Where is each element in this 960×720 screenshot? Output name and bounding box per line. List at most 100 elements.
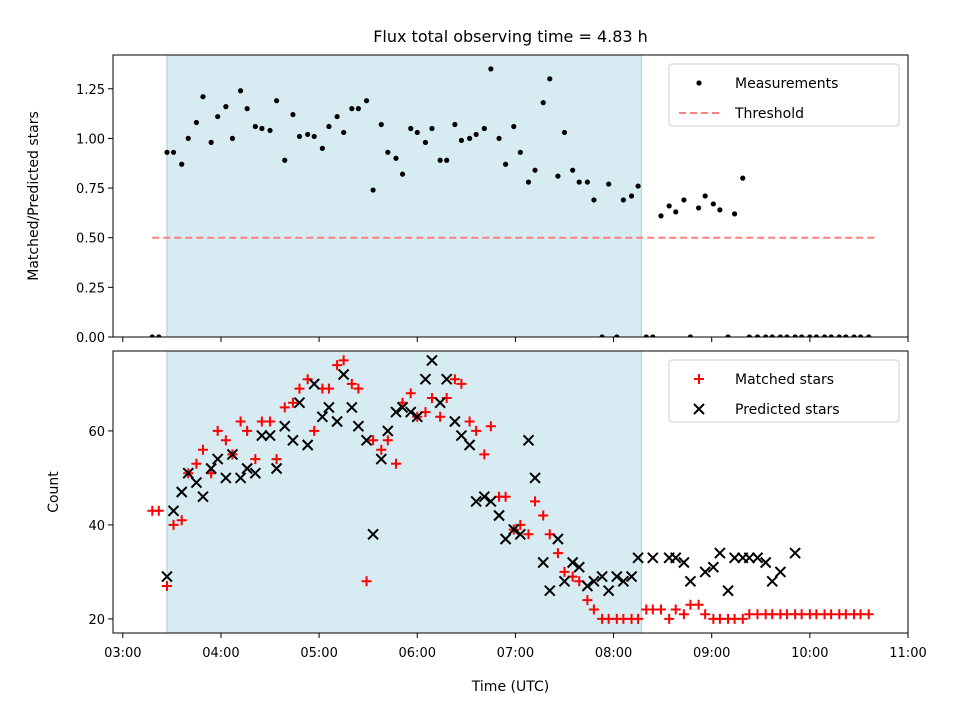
measurement-point	[650, 334, 656, 337]
predicted-point	[632, 552, 644, 564]
predicted-point	[411, 411, 423, 423]
matched-point	[863, 609, 874, 620]
measurement-point	[355, 106, 361, 112]
matched-point	[250, 454, 261, 465]
matched-point	[197, 444, 208, 455]
measurement-point	[517, 149, 523, 155]
y-tick-label: 1.00	[76, 132, 105, 147]
matched-point	[153, 505, 164, 516]
measurement-point	[200, 94, 206, 100]
measurement-point	[164, 149, 170, 155]
measurement-point	[570, 167, 576, 173]
measurement-point	[740, 175, 746, 181]
measurement-point	[393, 155, 399, 161]
measurement-point	[555, 173, 561, 179]
predicted-point	[714, 547, 726, 559]
matched-point	[353, 383, 364, 394]
matched-point	[271, 454, 282, 465]
matched-point	[302, 374, 313, 385]
predicted-point	[581, 580, 594, 592]
predicted-point	[182, 467, 194, 479]
matched-point	[655, 604, 666, 615]
matched-point	[405, 388, 416, 399]
predicted-point	[316, 411, 329, 423]
predicted-point	[759, 556, 772, 569]
measurement-point	[156, 334, 162, 337]
predicted-point	[522, 434, 535, 447]
matched-point	[456, 378, 467, 389]
predicted-point	[544, 584, 556, 597]
measurement-point	[702, 193, 708, 199]
plot-area	[149, 66, 876, 337]
predicted-point	[175, 486, 188, 498]
measurement-point	[223, 104, 229, 110]
measurement-point	[282, 157, 288, 163]
measurement-point	[866, 334, 872, 337]
measurement-point	[149, 334, 155, 337]
predicted-point	[707, 561, 720, 573]
predicted-point	[167, 505, 180, 517]
legend-label: Threshold	[734, 106, 804, 122]
y-tick-label: 0.50	[76, 232, 105, 247]
measurement-point	[576, 179, 582, 185]
measurement-point	[792, 334, 798, 337]
measurement-point	[606, 181, 612, 187]
predicted-point	[205, 462, 217, 475]
measurement-point	[252, 123, 258, 130]
plot-area	[147, 354, 874, 624]
measurement-point	[363, 98, 370, 104]
measurement-point	[807, 334, 813, 337]
measurement-point	[643, 334, 649, 337]
measurement-point	[467, 135, 473, 142]
matched-point	[633, 613, 644, 624]
y-axis-label: Matched/Predicted stars	[26, 111, 42, 281]
predicted-point	[485, 495, 497, 508]
matched-point	[368, 435, 379, 446]
chart-title: Flux total observing time = 4.83 h	[373, 27, 648, 46]
observing-span	[166, 350, 642, 634]
matched-point	[265, 416, 276, 427]
y-tick-label: 40	[88, 519, 105, 534]
matched-point	[670, 604, 681, 615]
predicted-point	[529, 472, 541, 484]
matched-point	[242, 425, 253, 436]
measurement-point	[273, 98, 280, 104]
predicted-point	[602, 584, 615, 597]
legend-label: Matched stars	[735, 372, 834, 388]
predicted-point	[455, 429, 468, 442]
matched-point	[212, 425, 223, 436]
series-predicted-stars	[161, 354, 801, 597]
matched-point	[700, 609, 711, 620]
predicted-point	[552, 533, 564, 545]
measurement-point	[857, 334, 864, 337]
measurement-point	[843, 334, 849, 337]
y-tick-label: 60	[88, 425, 105, 440]
matched-point	[390, 458, 401, 469]
matched-point	[449, 374, 460, 385]
measurement-point	[614, 334, 620, 337]
axes-frame	[112, 54, 909, 338]
measurement-point	[334, 113, 340, 120]
matched-point	[323, 383, 334, 394]
predicted-point	[331, 415, 343, 428]
measurement-point	[717, 207, 723, 213]
predicted-point	[367, 528, 379, 541]
predicted-point	[699, 566, 711, 578]
matched-point	[294, 383, 305, 394]
x-axis-label: Time (UTC)	[471, 679, 549, 695]
x-tick-label: 06:00	[399, 646, 436, 661]
measurement-point	[687, 334, 694, 337]
predicted-point	[537, 556, 549, 569]
predicted-point	[596, 570, 608, 583]
measurement-point	[620, 197, 626, 203]
measurement-point	[488, 66, 494, 72]
measurement-point	[244, 106, 250, 112]
predicted-point	[419, 373, 432, 385]
predicted-point	[287, 434, 299, 447]
measurement-point	[437, 157, 443, 163]
matched-point	[235, 416, 246, 427]
x-tick-label: 10:00	[791, 646, 828, 661]
measurement-point	[754, 334, 761, 337]
predicted-point	[617, 575, 630, 588]
measurement-point	[681, 197, 687, 203]
